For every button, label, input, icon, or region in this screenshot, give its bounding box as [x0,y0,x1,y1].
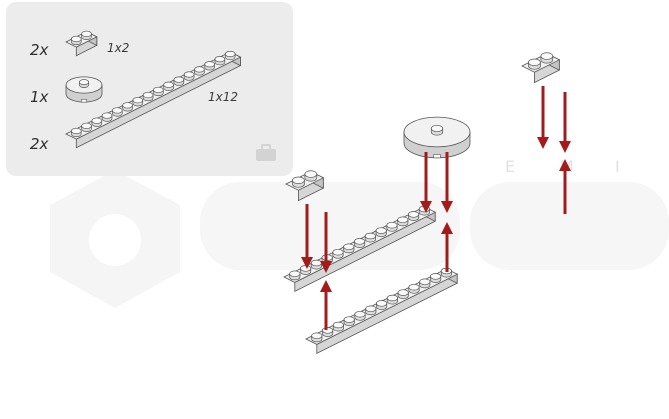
upper-plate-1x12-stud [332,248,344,259]
left-plate-1x2 [285,170,325,202]
lower-plate-1x12-stud [354,310,366,321]
upper-plate-1x12-stud [310,259,322,270]
parts-list-round-plate-stud [78,79,90,88]
part-qty-plate-1x12: 2x [30,135,49,153]
lower-plate-1x12 [305,267,459,355]
parts-list-plate-1x12-stud [173,76,185,86]
lower-plate-1x12-stud [430,273,442,283]
parts-list-plate-1x12 [65,50,242,149]
parts-list-plate-1x12-stud [224,50,236,61]
watermark-letter-e: E [505,157,517,176]
right-plate-1x2 [521,52,561,84]
upper-plate-1x12-stud [343,243,355,254]
parts-list-plate-1x12-stud [132,97,144,107]
left-plate-1x2-stud [304,170,318,182]
parts-list-plate-1x12-stud [91,117,103,127]
upper-plate-1x12-stud [300,265,312,275]
left-plate-1x2-stud [292,176,305,188]
parts-list-plate-1x2 [65,30,98,57]
parts-list-plate-1x12-stud [183,71,195,81]
upper-plate-1x12-stud [408,211,420,221]
lower-plate-1x12-stud [365,305,377,316]
parts-list-plate-1x12-stud [194,66,205,76]
upper-plate-1x12-stud [354,238,366,248]
lower-plate-1x12-stud [397,289,409,300]
parts-list-plate-1x12-stud [214,56,226,66]
lower-plate-1x12-stud [419,278,431,289]
parts-list-plate-1x12-stud [112,107,123,117]
lower-plate-1x12-stud [332,321,344,332]
parts-list-plate-1x12-stud [142,91,154,102]
lower-plate-1x12-front-face [316,273,458,355]
lower-plate-1x12-stud [343,316,355,327]
upper-plate-1x12-stud [289,270,301,281]
parts-list-plate-1x12-stud [122,102,133,112]
upper-plate-1x12-stud [386,221,398,232]
parts-list-plate-1x12-stud [163,81,174,91]
part-qty-plate-1x2: 2x [30,41,49,59]
parts-list-plate-1x12-stud [81,122,92,132]
parts-list-plate-1x2-stud [70,35,82,46]
part-size-plate-1x2: 1x2 [107,41,129,55]
upper-plate-1x12-stud [364,232,376,243]
watermark-letter-m: M [560,157,576,176]
parts-list-plate-1x12-stud [101,112,113,122]
upper-plate-1x12-stud [397,216,409,227]
upper-plate-1x12-stud [418,205,430,216]
parts-list-plate-1x12-stud [204,61,215,71]
upper-plate-1x12-stud [375,227,387,238]
center-round-plate-stud [430,124,444,136]
part-size-plate-1x12: 1x12 [208,90,238,104]
parts-list-plate-1x12-stud [153,86,164,97]
watermark-letter-i: I [615,157,622,176]
lower-plate-1x12-stud [322,327,334,337]
lower-plate-1x12-stud [311,332,323,343]
watermark-logo: E M I [50,157,669,308]
center-round-plate [403,116,471,159]
right-plate-1x2-stud [528,58,541,70]
lower-plate-1x12-stud [376,300,388,310]
right-plate-1x2-stud [540,52,554,64]
parts-list-round-plate [65,76,103,103]
lower-plate-1x12-stud [408,283,420,294]
lower-plate-1x12-stud [386,294,398,305]
parts-list-panel: 2x 1x2 1x 2x 1x12 [6,2,293,176]
parts-list-plate-1x2-stud [81,30,92,40]
briefcase-icon [256,144,276,161]
part-qty-round-plate: 1x [30,88,49,106]
parts-list-plate-1x12-stud [70,127,82,138]
